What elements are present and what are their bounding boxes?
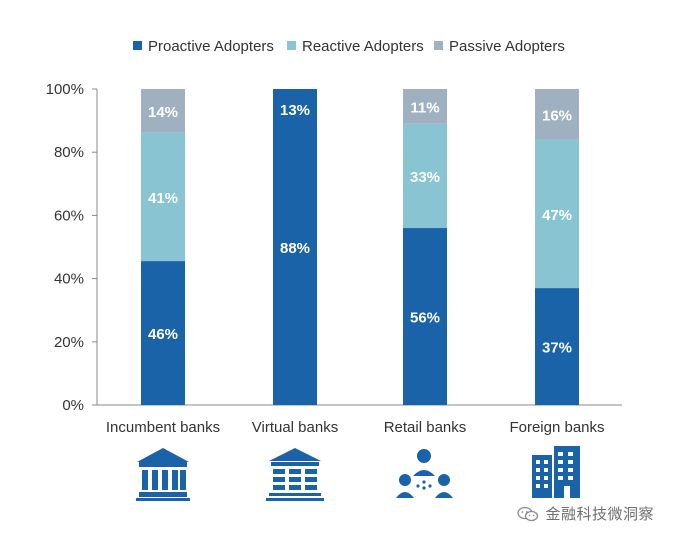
- data-label: 33%: [410, 169, 440, 186]
- wechat-icon: [517, 506, 539, 521]
- watermark: 金融科技微洞察: [517, 503, 654, 524]
- bar-segment: [403, 228, 447, 405]
- legend-item: Proactive Adopters: [133, 38, 274, 55]
- data-label: 11%: [410, 99, 439, 116]
- y-tick-label: 60%: [54, 207, 84, 224]
- bar-segment: [535, 89, 579, 140]
- bar-segment: [403, 123, 447, 229]
- bars: 46% 41% 14% 88% 13% 56% 33% 11% 37% 47% 16%: [141, 89, 579, 405]
- data-label: 46%: [148, 326, 178, 343]
- data-label: 88%: [280, 240, 310, 257]
- y-tick-label: 100%: [46, 81, 84, 98]
- x-tick-label: Virtual banks: [252, 419, 338, 436]
- office-building-icon: [532, 446, 580, 498]
- bar-segment: [141, 261, 185, 405]
- bar-segment: [535, 139, 579, 289]
- legend-label: Proactive Adopters: [148, 38, 274, 55]
- legend-label: Reactive Adopters: [302, 38, 424, 55]
- bar-segment: [141, 89, 185, 133]
- data-label: 13%: [280, 102, 310, 119]
- x-tick-label: Retail banks: [384, 419, 467, 436]
- bar-segment: [403, 89, 447, 124]
- y-tick-label: 40%: [54, 271, 84, 288]
- people-network-icon: [396, 449, 453, 498]
- data-label: 56%: [410, 310, 440, 327]
- y-tick-label: 20%: [54, 334, 84, 351]
- legend: Proactive Adopters Reactive Adopters Passi…: [133, 38, 565, 55]
- legend-swatch: [133, 41, 142, 50]
- legend-item: Reactive Adopters: [287, 38, 424, 55]
- bar-segment: [535, 288, 579, 405]
- legend-label: Passive Adopters: [449, 38, 565, 55]
- category-labels: Incumbent banks Virtual banks Retail banks…: [106, 419, 605, 436]
- data-label: 47%: [542, 207, 572, 224]
- data-label: 14%: [148, 104, 178, 121]
- x-tick-label: Foreign banks: [509, 419, 604, 436]
- legend-swatch: [434, 41, 443, 50]
- bar-segment: [141, 132, 185, 262]
- data-label: 16%: [542, 107, 572, 124]
- watermark-text: 金融科技微洞察: [545, 506, 654, 523]
- bar-segment: [273, 89, 317, 405]
- data-label: 37%: [542, 340, 572, 357]
- bank-grid-icon: [266, 448, 324, 501]
- y-tick-label: 80%: [54, 144, 84, 161]
- bank-columns-icon: [136, 448, 190, 501]
- legend-swatch: [287, 41, 296, 50]
- x-tick-label: Incumbent banks: [106, 419, 220, 436]
- y-tick-label: 0%: [62, 397, 84, 414]
- legend-item: Passive Adopters: [434, 38, 565, 55]
- data-label: 41%: [148, 190, 178, 207]
